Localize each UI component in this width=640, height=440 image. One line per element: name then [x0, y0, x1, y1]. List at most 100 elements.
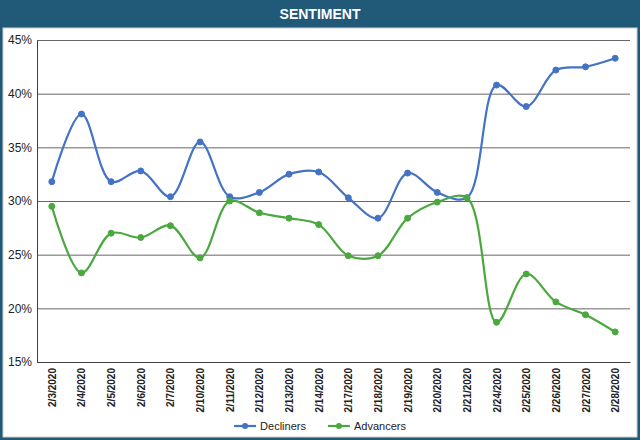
- grid-line: [37, 255, 630, 256]
- x-tick-label: 2/11/2020: [225, 368, 236, 412]
- background: [0, 0, 640, 440]
- x-tick-label: 2/25/2020: [521, 368, 532, 413]
- y-tick-label: 20%: [8, 302, 32, 316]
- marker: [78, 270, 84, 276]
- marker: [583, 64, 589, 70]
- y-tick: 30%: [8, 194, 630, 208]
- x-axis-line: [38, 362, 631, 363]
- x-tick-label: 2/3/2020: [47, 368, 58, 407]
- marker: [78, 111, 84, 117]
- x-tick: 2/18/2020: [373, 368, 384, 413]
- marker: [553, 67, 559, 73]
- legend-marker: [336, 423, 342, 429]
- legend-label: Decliners: [260, 420, 306, 432]
- x-tick-label: 2/10/2020: [195, 368, 206, 413]
- grid-line: [37, 362, 630, 363]
- marker: [345, 253, 351, 259]
- legend-entry: Advancers: [328, 420, 406, 432]
- x-tick: 2/13/2020: [284, 368, 295, 413]
- marker: [434, 189, 440, 195]
- y-tick: 40%: [8, 87, 630, 101]
- x-tick-label: 2/27/2020: [581, 368, 592, 413]
- x-tick-label: 2/7/2020: [165, 368, 176, 407]
- x-tick: 2/11/2020: [225, 368, 236, 412]
- marker: [612, 55, 618, 61]
- marker: [197, 139, 203, 145]
- grid-line: [37, 40, 630, 41]
- legend-entry: Decliners: [234, 420, 306, 432]
- marker: [553, 299, 559, 305]
- marker: [405, 215, 411, 221]
- marker: [375, 253, 381, 259]
- series-line: [52, 196, 615, 332]
- plot-area: [49, 55, 618, 335]
- marker: [523, 271, 529, 277]
- marker: [138, 234, 144, 240]
- y-axis: 15% 20% 25% 30% 35% 40% 45%: [8, 33, 630, 369]
- y-tick-label: 15%: [8, 355, 32, 369]
- marker: [167, 223, 173, 229]
- grid-line: [37, 201, 630, 202]
- grid-line: [37, 94, 630, 95]
- x-axis: 2/3/2020 2/4/2020 2/5/2020 2/6/2020 2/7/2020…: [38, 363, 631, 413]
- marker: [405, 170, 411, 176]
- x-tick-label: 2/17/2020: [343, 368, 354, 413]
- x-tick: 2/25/2020: [521, 368, 532, 413]
- marker: [286, 171, 292, 177]
- x-tick-label: 2/21/2020: [462, 368, 473, 413]
- panel: [3, 28, 637, 437]
- x-tick: 2/27/2020: [581, 368, 592, 413]
- marker: [108, 230, 114, 236]
- grid-line: [37, 308, 630, 309]
- x-tick: 2/6/2020: [136, 368, 147, 407]
- marker: [256, 210, 262, 216]
- y-tick-label: 25%: [8, 248, 32, 262]
- y-tick-label: 35%: [8, 141, 32, 155]
- marker: [494, 82, 500, 88]
- x-tick: 2/26/2020: [551, 368, 562, 413]
- y-tick: 35%: [8, 141, 630, 155]
- x-tick-label: 2/26/2020: [551, 368, 562, 413]
- y-tick: 25%: [8, 248, 630, 262]
- x-tick-label: 2/14/2020: [314, 368, 325, 413]
- marker: [612, 329, 618, 335]
- marker: [286, 215, 292, 221]
- x-tick-label: 2/5/2020: [106, 368, 117, 407]
- marker: [464, 195, 470, 201]
- x-tick-label: 2/6/2020: [136, 368, 147, 407]
- marker: [227, 198, 233, 204]
- x-tick-label: 2/28/2020: [610, 368, 621, 413]
- marker: [523, 104, 529, 110]
- y-tick-label: 40%: [8, 87, 32, 101]
- chart: SENTIMENT15%20%25%30%35%40%45%2/3/20202/…: [0, 0, 640, 440]
- x-tick-label: 2/18/2020: [373, 368, 384, 413]
- y-tick-label: 45%: [8, 33, 32, 47]
- grid-line: [37, 147, 630, 148]
- x-tick-label: 2/4/2020: [76, 368, 87, 407]
- marker: [49, 203, 55, 209]
- series-line: [52, 58, 615, 218]
- x-tick: 2/10/2020: [195, 368, 206, 413]
- y-tick: 45%: [8, 33, 630, 47]
- marker: [167, 194, 173, 200]
- y-tick: 15%: [8, 355, 630, 369]
- x-tick: 2/21/2020: [462, 368, 473, 413]
- y-tick: 20%: [8, 302, 630, 316]
- x-tick: 2/4/2020: [76, 368, 87, 407]
- x-tick: 2/17/2020: [343, 368, 354, 413]
- marker: [256, 189, 262, 195]
- marker: [434, 199, 440, 205]
- marker: [494, 319, 500, 325]
- marker: [316, 169, 322, 175]
- marker: [197, 255, 203, 261]
- legend: Decliners Advancers: [234, 420, 406, 432]
- x-tick: 2/5/2020: [106, 368, 117, 407]
- marker: [49, 179, 55, 185]
- marker: [138, 168, 144, 174]
- x-tick: 2/24/2020: [492, 368, 503, 413]
- x-tick-label: 2/20/2020: [432, 368, 443, 413]
- marker: [345, 195, 351, 201]
- marker: [464, 195, 470, 201]
- title: SENTIMENT: [280, 6, 361, 22]
- marker: [375, 215, 381, 221]
